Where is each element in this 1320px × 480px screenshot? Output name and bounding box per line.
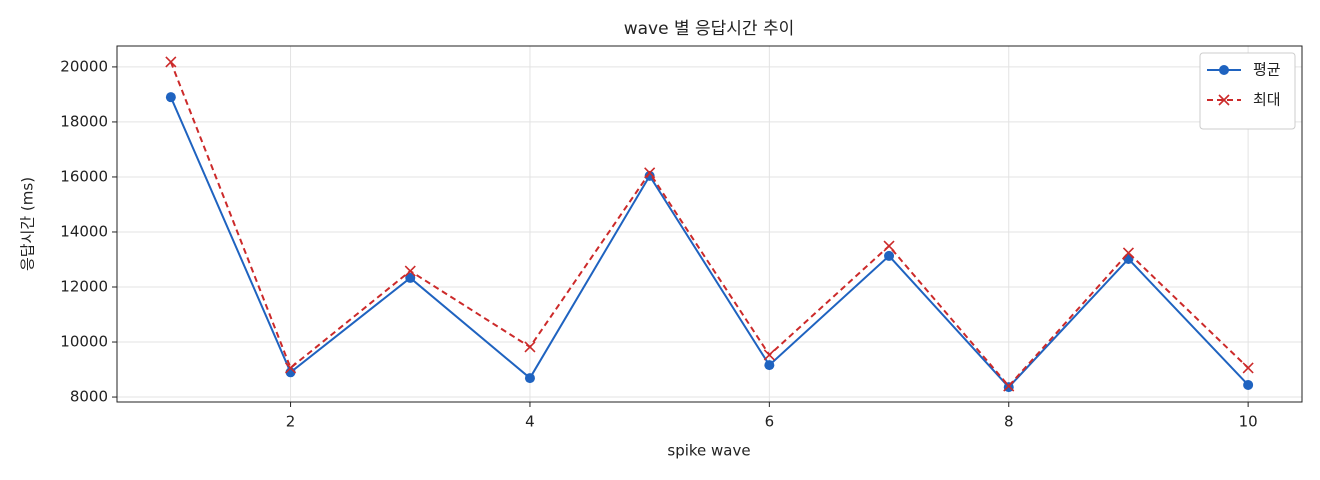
- y-tick-label: 16000: [60, 167, 108, 185]
- data-point: [1242, 362, 1254, 374]
- data-point: [524, 341, 536, 353]
- data-point: [764, 360, 775, 371]
- data-point: [165, 56, 177, 68]
- data-point: [165, 92, 176, 103]
- chart-title: wave 별 응답시간 추이: [624, 19, 795, 39]
- data-point: [524, 373, 535, 384]
- x-axis-label: spike wave: [667, 442, 750, 460]
- y-tick-label: 10000: [60, 333, 108, 351]
- x-tick-label: 6: [765, 413, 775, 431]
- series-line: [169, 61, 1249, 388]
- data-point: [1243, 379, 1254, 390]
- x-tick-label: 4: [525, 413, 535, 431]
- y-axis-label: 응답시간 (ms): [19, 177, 37, 271]
- x-tick-label: 2: [286, 413, 296, 431]
- data-point: [404, 265, 416, 277]
- legend-label: 평균: [1253, 61, 1281, 79]
- y-tick-label: 18000: [60, 112, 108, 130]
- legend-label: 최대: [1253, 91, 1281, 109]
- y-tick-label: 20000: [60, 57, 108, 75]
- x-tick-label: 8: [1004, 413, 1014, 431]
- x-tick-label: 10: [1239, 413, 1258, 431]
- y-tick-label: 14000: [60, 222, 108, 240]
- data-point: [405, 272, 416, 283]
- data-point: [284, 362, 297, 374]
- y-tick-label: 8000: [70, 388, 108, 406]
- y-tick-label: 12000: [60, 278, 108, 296]
- data-point: [883, 240, 895, 252]
- data-point: [644, 167, 656, 179]
- legend-marker: [1219, 65, 1229, 75]
- data-point: [1122, 247, 1135, 259]
- legend-marker: [1218, 94, 1230, 106]
- series-line: [169, 96, 1249, 389]
- data-point: [763, 349, 775, 361]
- data-point: [884, 250, 895, 261]
- plot-frame: [116, 45, 1303, 403]
- data-point: [1003, 380, 1015, 392]
- legend-box: [1199, 52, 1296, 130]
